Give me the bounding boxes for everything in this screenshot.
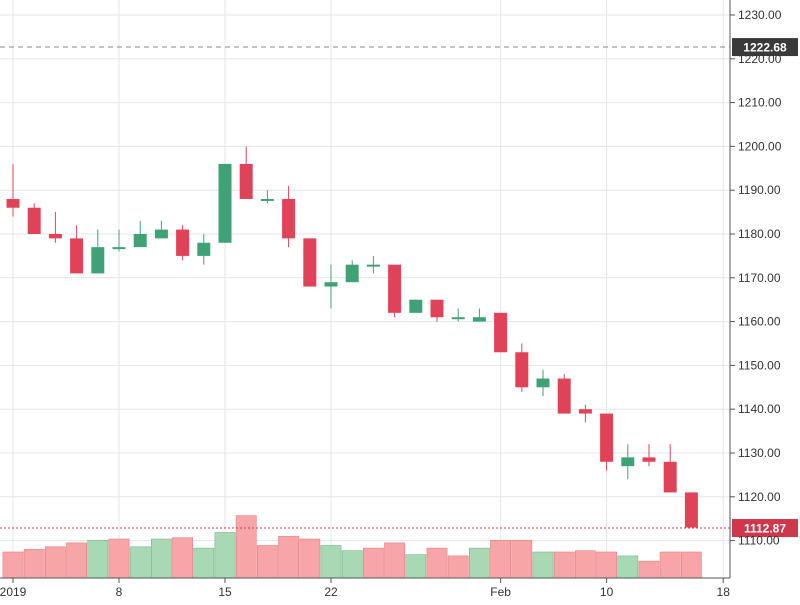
candle-body (303, 238, 317, 287)
candle-body (91, 247, 105, 274)
volume-bar (405, 554, 427, 579)
volume-bar (362, 547, 384, 579)
y-tick-label: 1170.00 (738, 271, 781, 285)
axis-labels: 1110.00 1120.00 1130.00 1140.00 1150.00 1160.… (0, 8, 782, 599)
x-tick-label: 22 (324, 585, 338, 599)
y-tick-label: 1120.00 (738, 490, 781, 504)
x-tick-label: 15 (218, 585, 232, 599)
volume-bar (680, 551, 702, 579)
y-tick-label: 1230.00 (738, 8, 782, 22)
volume-bar (447, 555, 469, 579)
x-tick-label: 10 (600, 585, 614, 599)
candle-body (557, 378, 571, 414)
volume-bar (278, 536, 300, 579)
candle-body (324, 282, 338, 287)
candle-body (642, 457, 656, 462)
y-tick-label: 1160.00 (738, 315, 781, 329)
candle-body (451, 317, 465, 320)
volume-bar (490, 539, 512, 579)
candle-body (48, 234, 62, 239)
volume-bar (468, 547, 490, 579)
volume-bar (235, 515, 257, 579)
volume-bar (320, 545, 342, 579)
candle-body (515, 352, 529, 388)
candle-body (239, 163, 253, 199)
volume-bar (341, 550, 363, 579)
y-tick-label: 1150.00 (738, 358, 781, 372)
candle-body (112, 247, 126, 250)
y-tick-label: 1220.00 (738, 52, 782, 66)
y-tick-label: 1110.00 (738, 534, 780, 548)
reference-label-box (732, 38, 798, 57)
volume-bar (2, 551, 24, 579)
candle-body (366, 264, 380, 267)
volume-bar (638, 560, 660, 579)
volume-bar (532, 551, 554, 579)
y-tick-label: 1140.00 (738, 402, 781, 416)
candle-body (218, 163, 232, 243)
volume-bar (87, 539, 109, 579)
volume-bar (44, 546, 66, 579)
y-tick-label: 1190.00 (738, 183, 781, 197)
candle-body (345, 264, 359, 283)
y-tick-label: 1210.00 (738, 96, 782, 110)
candle-body (536, 378, 550, 388)
candle-body (176, 229, 190, 256)
volume-bar (214, 532, 236, 579)
volume-bars (2, 515, 702, 579)
candle-body (472, 317, 486, 322)
candle-body (388, 264, 402, 313)
candle-body (197, 242, 211, 256)
candle-body (70, 238, 84, 274)
candle-body (260, 198, 274, 201)
candle-body (282, 198, 296, 239)
candle-body (430, 299, 444, 318)
candle-body (621, 457, 635, 467)
x-tick-label: 2019 (0, 585, 27, 599)
volume-bar (617, 555, 639, 579)
candles (6, 146, 698, 528)
volume-bar (66, 542, 88, 579)
volume-bar (511, 539, 533, 579)
candle-body (578, 409, 592, 414)
volume-bar (426, 547, 448, 579)
candle-body (600, 413, 614, 462)
candle-body (27, 207, 41, 234)
candle-body (663, 461, 677, 493)
candle-body (494, 312, 508, 353)
volume-bar (299, 538, 321, 579)
axes (0, 0, 735, 583)
y-tick-label: 1130.00 (738, 446, 781, 460)
candle-body (133, 234, 147, 248)
volume-bar (659, 551, 681, 579)
volume-bar (553, 551, 575, 579)
y-tick-label: 1180.00 (738, 227, 781, 241)
volume-bar (574, 550, 596, 579)
volume-bar (193, 547, 215, 579)
candle-body (409, 299, 423, 313)
candle-body (154, 229, 168, 239)
reference-label-box (732, 519, 798, 538)
reference-label: 1222.68 (743, 41, 787, 55)
x-tick-label: Feb (490, 585, 511, 599)
reference-lines: 1222.68 1112.87 (0, 38, 798, 538)
volume-bar (172, 537, 194, 579)
volume-bar (256, 545, 278, 579)
volume-bar (23, 549, 45, 579)
volume-bar (129, 546, 151, 579)
reference-label: 1112.87 (744, 522, 786, 536)
candle-body (6, 198, 20, 208)
x-tick-label: 18 (717, 585, 731, 599)
volume-bar (108, 538, 130, 579)
y-tick-label: 1200.00 (738, 139, 782, 153)
candle-body (684, 492, 698, 528)
volume-bar (384, 542, 406, 579)
grid-lines (0, 0, 730, 578)
x-tick-label: 8 (116, 585, 123, 599)
volume-bar (596, 551, 618, 579)
volume-bar (151, 538, 172, 579)
